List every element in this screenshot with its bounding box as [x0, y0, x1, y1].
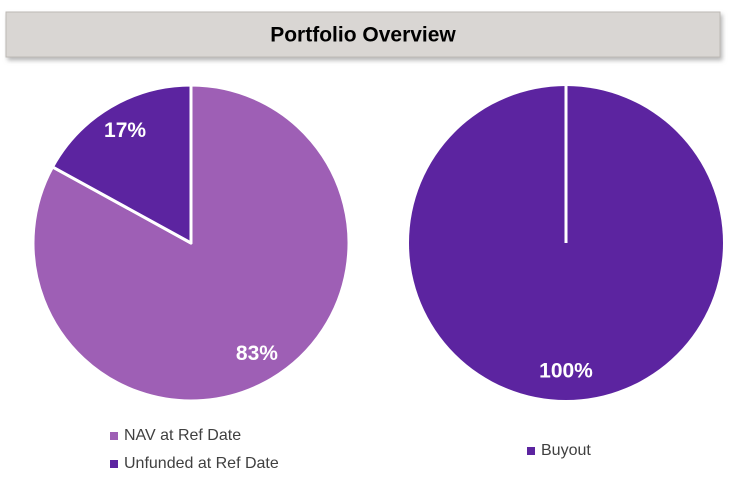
legend-swatch: [110, 432, 118, 440]
legend-label: Unfunded at Ref Date: [124, 455, 279, 472]
pie-slice: [51, 83, 193, 245]
data-label: 17%: [104, 119, 146, 142]
header-title: Portfolio Overview: [270, 24, 456, 47]
legend-label: NAV at Ref Date: [124, 427, 241, 444]
legend-label: Buyout: [541, 442, 591, 459]
data-label: 83%: [236, 342, 278, 365]
header-bar: [5, 11, 721, 58]
legend-swatch: [110, 460, 118, 468]
data-label: 100%: [539, 359, 593, 382]
legend-swatch: [527, 447, 535, 455]
